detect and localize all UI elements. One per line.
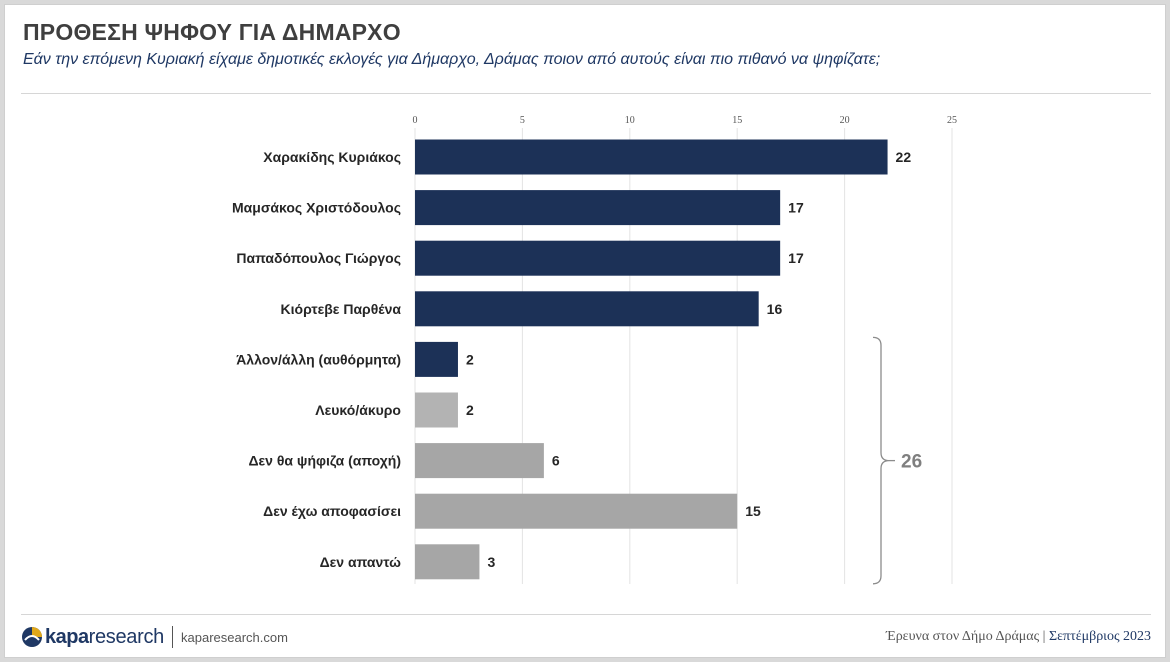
logo-research-text: research — [88, 625, 165, 648]
category-label: Κιόρτεβε Παρθένα — [281, 301, 402, 317]
data-label: 17 — [788, 250, 804, 266]
bar — [415, 291, 759, 327]
header-divider — [21, 93, 1151, 94]
data-label: 6 — [552, 453, 560, 469]
survey-location: Έρευνα στον Δήμο Δράμας | — [885, 629, 1049, 644]
survey-caption: Έρευνα στον Δήμο Δράμας | Σεπτέμβριος 20… — [886, 629, 1151, 645]
bar — [415, 493, 738, 529]
x-tick-label: 15 — [732, 115, 742, 126]
data-label: 15 — [745, 503, 761, 519]
category-label: Λευκό/άκυρο — [315, 402, 401, 418]
x-tick-label: 5 — [520, 115, 525, 126]
bar — [415, 544, 480, 580]
bar — [415, 240, 781, 276]
data-label: 17 — [788, 200, 804, 216]
logo-mark-icon — [22, 627, 42, 647]
category-label: Μαμσάκος Χριστόδουλος — [232, 200, 401, 216]
bar — [415, 190, 781, 226]
data-label: 2 — [466, 351, 474, 367]
logo-kapa-text: kapa — [45, 625, 89, 648]
x-tick-label: 0 — [413, 115, 418, 126]
category-label: Άλλον/άλλη (αυθόρμητα) — [236, 351, 401, 367]
data-label: 22 — [896, 149, 912, 165]
data-label: 2 — [466, 402, 474, 418]
category-label: Δεν θα ψήφιζα (αποχή) — [248, 453, 401, 469]
survey-month: Σεπτέμβριος 2023 — [1048, 629, 1151, 644]
footer-divider — [21, 614, 1151, 615]
category-label: Δεν έχω αποφασίσει — [263, 503, 401, 519]
bracket — [872, 336, 890, 585]
logo-separator — [172, 626, 174, 648]
page-title: ΠΡΟΘΕΣΗ ΨΗΦΟΥ ΓΙΑ ΔΗΜΑΡΧΟ — [23, 19, 401, 45]
data-label: 16 — [767, 301, 783, 317]
bar — [415, 341, 458, 377]
category-label: Δεν απαντώ — [320, 554, 402, 570]
category-label: Παπαδόπουλος Γιώργος — [236, 250, 401, 266]
x-tick-label: 25 — [947, 115, 957, 126]
bar — [415, 443, 544, 479]
data-label: 3 — [487, 554, 495, 570]
category-label: Χαρακίδης Κυριάκος — [263, 149, 401, 165]
bracket-total-label: 26 — [901, 452, 922, 473]
bar — [415, 392, 458, 428]
page-subtitle: Εάν την επόμενη Κυριακή είχαμε δημοτικές… — [23, 51, 881, 68]
slide: ΠΡΟΘΕΣΗ ΨΗΦΟΥ ΓΙΑ ΔΗΜΑΡΧΟ Εάν την επόμεν… — [4, 4, 1166, 658]
website-url[interactable]: kaparesearch.com — [181, 629, 288, 645]
x-tick-label: 10 — [625, 115, 635, 126]
kaparesearch-logo: kapa research kaparesearch.com — [21, 623, 288, 651]
x-tick-label: 20 — [840, 115, 850, 126]
bar — [415, 139, 888, 175]
